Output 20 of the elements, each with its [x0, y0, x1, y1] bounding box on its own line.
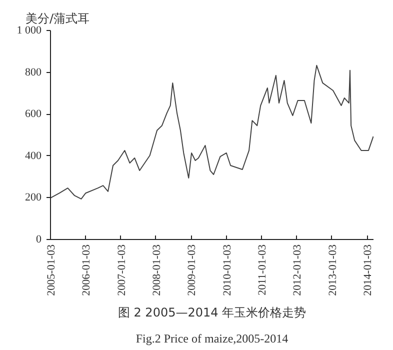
x-tick-label: 2005-01-03	[46, 244, 58, 296]
x-tick-label: 2010-01-03	[221, 244, 234, 296]
y-tick-label: 800	[25, 66, 42, 78]
y-tick-label: 400	[25, 150, 42, 162]
x-tick-label: 2007-01-03	[116, 244, 128, 296]
x-tick-label: 2013-01-03	[326, 244, 339, 296]
y-tick-label: 1 000	[16, 24, 42, 36]
y-tick-label: 600	[25, 108, 42, 120]
y-tick-label: 0	[36, 234, 42, 246]
x-tick-label: 2011-01-03	[256, 244, 269, 296]
x-tick-label: 2012-01-03	[292, 244, 304, 296]
text: 图 2 2005—2014 年玉米价格走势	[118, 306, 306, 320]
line-series	[50, 64, 374, 200]
y-tick-label: 200	[25, 192, 42, 204]
x-tick-label: 2008-01-03	[150, 244, 163, 296]
x-tick-label: 2014-01-03	[362, 244, 374, 296]
y-axis-title: 美分/蒲式耳	[26, 12, 90, 26]
text: Fig.2 Price of maize,2005-2014	[136, 332, 288, 346]
x-tick-label: 2009-01-03	[186, 244, 198, 296]
x-tick-label: 2006-01-03	[80, 244, 93, 296]
